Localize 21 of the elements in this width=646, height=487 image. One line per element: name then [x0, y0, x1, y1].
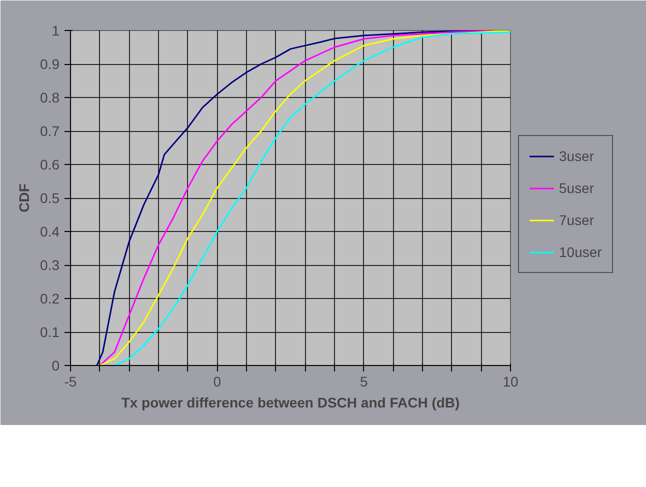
x-tick-label: 0	[213, 374, 222, 390]
legend-label: 5user	[559, 180, 594, 196]
y-tick-label: 0.3	[40, 257, 60, 273]
y-tick-label: 1	[52, 22, 60, 38]
legend-label: 3user	[559, 148, 594, 164]
y-tick-label: 0.2	[40, 290, 60, 306]
x-tick-label: 10	[502, 374, 518, 390]
y-tick-label: 0.1	[40, 324, 60, 340]
x-tick-label: -5	[64, 374, 77, 390]
y-tick-label: 0.6	[40, 156, 60, 172]
y-tick-label: 0.7	[40, 123, 60, 139]
y-tick-label: 0.8	[40, 90, 60, 106]
y-tick-label: 0.4	[40, 224, 60, 240]
y-tick-label: 0	[52, 358, 60, 374]
y-tick-label: 0.9	[40, 56, 60, 72]
legend-label: 10user	[559, 244, 602, 260]
legend-label: 7user	[559, 212, 594, 228]
x-axis-title: Tx power difference between DSCH and FACH (dB)	[121, 394, 460, 410]
y-tick-label: 0.5	[40, 190, 60, 206]
y-axis-title: CDF	[16, 183, 32, 212]
x-tick-label: 5	[360, 374, 368, 390]
